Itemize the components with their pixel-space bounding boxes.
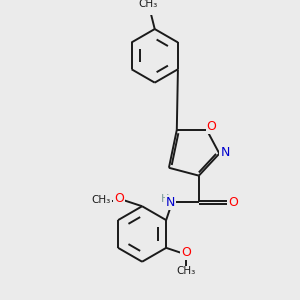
Text: CH₃: CH₃ [176,266,195,277]
Text: H: H [161,194,169,204]
Text: O: O [115,193,124,206]
Text: O: O [229,196,238,209]
Text: CH₃: CH₃ [92,195,111,205]
Text: N: N [166,196,175,209]
Text: O: O [206,120,216,133]
Text: CH₃: CH₃ [139,0,158,10]
Text: N: N [220,146,230,158]
Text: O: O [181,246,190,259]
